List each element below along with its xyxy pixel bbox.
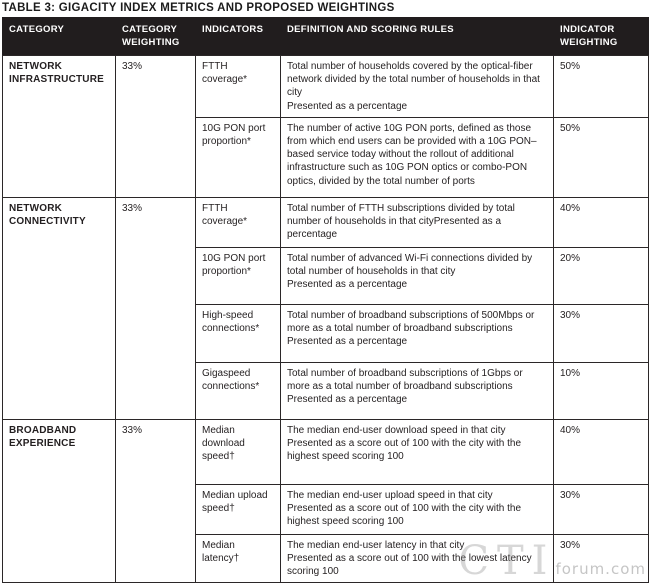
table-header: CATEGORY CATEGORY WEIGHTING INDICATORS D… <box>2 16 649 57</box>
table-row: 10G PON port proportion* The number of a… <box>3 116 649 198</box>
indicator-cell: Gigaspeed connections* <box>195 361 281 420</box>
definition-cell: The number of active 10G PON ports, defi… <box>280 116 554 198</box>
indicator-cell: Median download speed† <box>195 418 281 485</box>
table-row: Median latency† The median end-user late… <box>3 533 649 584</box>
definition-cell: Total number of households covered by th… <box>280 55 554 118</box>
definition-cell: Total number of FTTH subscriptions divid… <box>280 196 554 248</box>
table-row: 10G PON port proportion* Total number of… <box>3 246 649 305</box>
table-row: Median upload speed† The median end-user… <box>3 483 649 535</box>
definition-cell: The median end-user latency in that city… <box>280 533 554 584</box>
indicator-cell: 10G PON port proportion* <box>195 246 281 305</box>
indicator-weighting-cell: 30% <box>553 303 649 363</box>
header-definition: DEFINITION AND SCORING RULES <box>280 16 554 57</box>
indicator-weighting-cell: 50% <box>553 116 649 198</box>
header-indicator-weighting: INDICATOR WEIGHTING <box>553 16 649 57</box>
table-row: Gigaspeed connections* Total number of b… <box>3 361 649 420</box>
indicator-weighting-cell: 30% <box>553 483 649 535</box>
header-category-weighting: CATEGORY WEIGHTING <box>115 16 196 57</box>
table-row: High-speed connections* Total number of … <box>3 303 649 363</box>
category-weighting-cell: 33% <box>115 418 196 584</box>
indicator-cell: High-speed connections* <box>195 303 281 363</box>
header-row: CATEGORY CATEGORY WEIGHTING INDICATORS D… <box>2 16 649 57</box>
category-cell: BROADBAND EXPERIENCE <box>2 418 116 584</box>
category-weighting-cell: 33% <box>115 196 196 420</box>
indicator-cell: Median latency† <box>195 533 281 584</box>
metrics-table: CATEGORY CATEGORY WEIGHTING INDICATORS D… <box>2 16 649 584</box>
table-row: BROADBAND EXPERIENCE 33% Median download… <box>2 418 649 584</box>
indicator-cell: Median upload speed† <box>195 483 281 535</box>
definition-cell: Total number of broadband subscriptions … <box>280 361 554 420</box>
header-category: CATEGORY <box>2 16 116 57</box>
indicator-weighting-cell: 30% <box>553 533 649 584</box>
indicator-weighting-cell: 40% <box>553 418 649 485</box>
definition-cell: The median end-user download speed in th… <box>280 418 554 485</box>
header-indicators: INDICATORS <box>195 16 281 57</box>
indicator-cell: FTTH coverage* <box>195 196 281 248</box>
table-title: TABLE 3: GIGACITY INDEX METRICS AND PROP… <box>2 2 395 14</box>
indicator-weighting-cell: 10% <box>553 361 649 420</box>
category-cell: NETWORK CONNECTIVITY <box>2 196 116 420</box>
indicator-cell: FTTH coverage* <box>195 55 281 118</box>
category-weighting-cell: 33% <box>115 55 196 198</box>
indicator-cell: 10G PON port proportion* <box>195 116 281 198</box>
definition-cell: Total number of advanced Wi-Fi connectio… <box>280 246 554 305</box>
indicator-weighting-cell: 40% <box>553 196 649 248</box>
table-row: NETWORK CONNECTIVITY 33% FTTH coverage* … <box>2 196 649 420</box>
definition-cell: Total number of broadband subscriptions … <box>280 303 554 363</box>
indicator-weighting-cell: 20% <box>553 246 649 305</box>
definition-cell: The median end-user upload speed in that… <box>280 483 554 535</box>
table-row: NETWORK INFRASTRUCTURE 33% FTTH coverage… <box>2 55 649 198</box>
indicator-weighting-cell: 50% <box>553 55 649 118</box>
category-cell: NETWORK INFRASTRUCTURE <box>2 55 116 198</box>
